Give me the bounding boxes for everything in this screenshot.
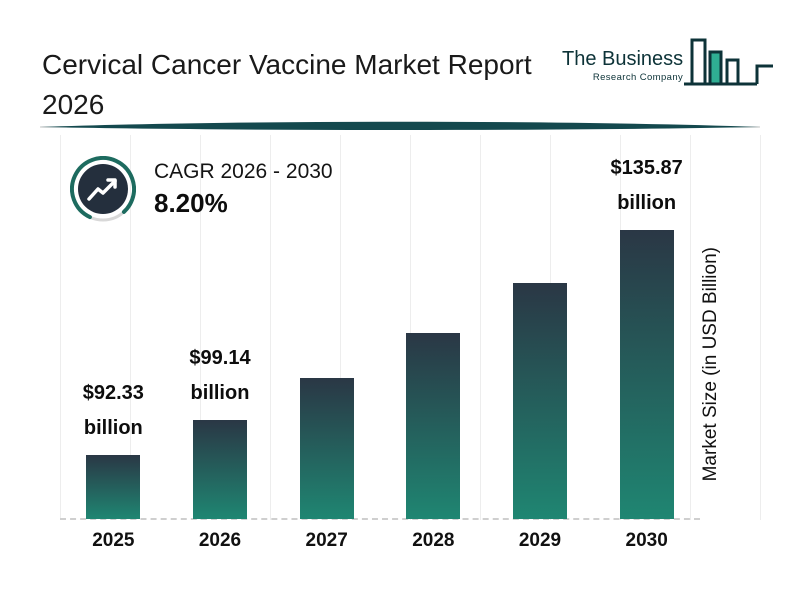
company-logo-mark-icon: [684, 38, 774, 86]
bar-2025: [86, 455, 141, 519]
company-name: The Business: [562, 48, 684, 70]
x-tick-2030: 2030: [625, 530, 668, 551]
gridline: [760, 135, 761, 520]
x-tick-2027: 2027: [305, 530, 348, 551]
bar-value-label-2026: $99.14 billion: [189, 347, 251, 404]
page-title: Cervical Cancer Vaccine Market Report 20…: [42, 48, 532, 121]
bar-chart-plot-area: $92.33 billion 2025 $99.14 billion 2026 2027 20…: [60, 140, 700, 551]
cagr-callout: CAGR 2026 - 2030 8.20%: [70, 156, 333, 222]
company-logo: The Business Research Company: [562, 36, 775, 100]
cagr-text-block: CAGR 2026 - 2030 8.20%: [154, 160, 333, 219]
x-axis-baseline: [60, 518, 700, 520]
cagr-value: 8.20%: [154, 187, 228, 218]
cagr-period-label: CAGR 2026 - 2030: [154, 159, 333, 183]
bar-value-label-2025: $92.33 billion: [82, 382, 144, 439]
bar-2027: [299, 378, 354, 519]
x-tick-2028: 2028: [412, 530, 455, 551]
trend-up-icon: [70, 156, 136, 222]
bar-value-label-2030: $135.87 billion: [610, 157, 683, 214]
bar-2030: [619, 230, 674, 519]
bar-2029: [513, 283, 567, 519]
company-tagline: Research Company: [592, 72, 684, 83]
y-axis-title-wrap: Market Size (in USD Billion): [690, 208, 732, 520]
bar-2026: [193, 420, 247, 519]
x-tick-2025: 2025: [92, 530, 135, 551]
x-tick-2026: 2026: [198, 530, 242, 551]
header-divider: [40, 121, 760, 130]
x-tick-2029: 2029: [518, 530, 562, 551]
y-axis-title: Market Size (in USD Billion): [700, 246, 721, 482]
company-logo-text: The Business Research Company: [562, 48, 683, 83]
bar-2028: [406, 333, 461, 519]
